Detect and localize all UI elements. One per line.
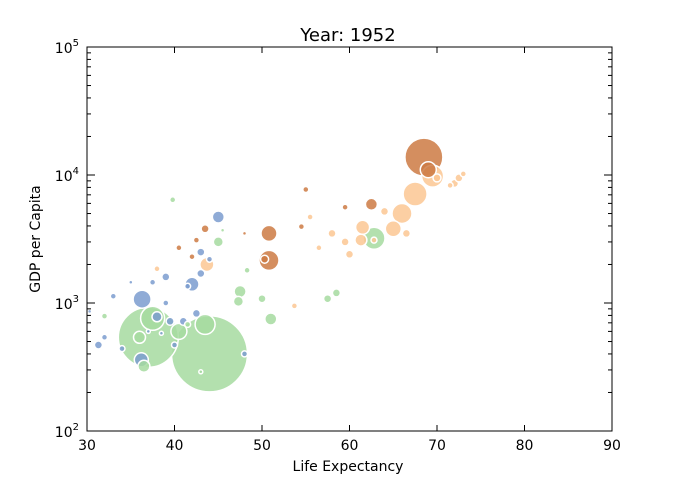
x-axis: 30 40 50 60 70 80 90 [78, 47, 621, 454]
bubble-s3-p9 [432, 173, 442, 183]
bubble-s0-p3 [211, 210, 226, 224]
bubble-s2-p3 [419, 160, 438, 179]
bubble-s3-p15 [290, 302, 299, 310]
bubble-s0-p7 [118, 344, 126, 353]
bubble-s0-p24 [158, 330, 165, 337]
bubble-s0-p16 [170, 341, 179, 349]
bubble-s2-p7 [200, 224, 210, 234]
bubble-s0-p17 [183, 282, 192, 291]
bubble-s0-p22 [86, 308, 93, 315]
bubble-s0-p23 [145, 328, 152, 335]
bubble-s0-p4 [93, 340, 104, 350]
bubble-s2-p5 [302, 185, 310, 194]
bubble-s3-p13 [340, 237, 350, 247]
x-tick-label-3: 60 [341, 438, 359, 454]
bubble-s1-p14 [322, 293, 333, 304]
bubble-s1-p11 [232, 295, 245, 308]
bubble-s1-p12 [257, 293, 267, 304]
y-axis-label: GDP per Capita [28, 185, 44, 292]
bubble-s2-p12 [241, 230, 248, 237]
x-tick-label-4: 70 [428, 438, 446, 454]
bubble-s3-p4 [354, 219, 371, 236]
bubble-s1-p15 [243, 266, 251, 275]
bubble-s0-p5 [109, 292, 118, 300]
y-axis: 102 103 104 105 [55, 38, 612, 441]
bubble-s1-p3 [194, 313, 216, 336]
bubble-s3-p18 [459, 170, 468, 178]
bubble-s2-p10 [188, 252, 196, 261]
bubble-s2-p11 [297, 222, 306, 231]
bubble-s1-p18 [100, 312, 109, 320]
bubble-s1-p5 [137, 359, 151, 374]
x-tick-label-1: 40 [166, 438, 184, 454]
bubble-s0-p15 [148, 278, 157, 287]
y-tick-label-0: 102 [55, 422, 79, 441]
x-tick-label-0: 30 [78, 438, 96, 454]
bubble-s1-p6 [132, 330, 147, 345]
bubble-s0-p21 [128, 279, 134, 286]
bubble-s1-p17 [183, 320, 192, 329]
bubble-s3-p21 [153, 265, 161, 273]
bubble-s3-p14 [327, 228, 337, 239]
chart-title: Year: 1952 [299, 25, 395, 46]
bubble-s1-p9 [264, 312, 278, 326]
bubble-s3-p2 [391, 202, 413, 225]
plot-frame [86, 46, 613, 432]
bubble-s0-p20 [240, 350, 249, 358]
bubble-s2-p6 [341, 203, 349, 211]
bubble-s3-p5 [354, 233, 368, 247]
x-tick-label-2: 50 [253, 438, 271, 454]
bubble-s0-p18 [205, 255, 214, 263]
bubble-s0-p19 [162, 299, 170, 307]
x-tick-label-6: 90 [603, 438, 621, 454]
y-tick-label-1: 103 [55, 294, 79, 313]
bubble-s2-p4 [364, 197, 379, 212]
bubble-s2-p2 [260, 224, 278, 243]
bubble-s2-p9 [175, 244, 183, 252]
bubble-s3-p19 [446, 181, 454, 190]
bubble-s1-p20 [198, 369, 204, 375]
bubble-s1-p19 [219, 227, 226, 234]
bubble-s2-p8 [192, 236, 201, 244]
bubble-s3-p10 [379, 206, 390, 217]
bubble-s0-p6 [100, 333, 109, 342]
bubble-s1-p4 [170, 322, 188, 341]
bubble-s0-p0 [132, 289, 152, 309]
bubble-s0-p9 [165, 316, 175, 327]
x-tick-label-5: 80 [516, 438, 534, 454]
y-tick-label-2: 104 [55, 166, 79, 185]
bubble-s0-p13 [196, 247, 206, 257]
bubble-s3-p20 [306, 213, 314, 221]
bubble-s2-p13 [259, 254, 270, 264]
bubble-s1-p8 [233, 284, 247, 299]
bubble-s3-p12 [344, 249, 355, 260]
bubble-s1-p13 [331, 288, 342, 298]
bubble-s3-p17 [370, 236, 378, 244]
bubble-s0-p14 [161, 272, 171, 282]
bubble-layer [86, 137, 468, 393]
x-axis-label: Life Expectancy [293, 459, 404, 475]
bubble-s1-p10 [212, 236, 225, 248]
bubble-s3-p16 [315, 244, 323, 252]
bubble-s0-p8 [151, 311, 163, 323]
bubble-s0-p11 [191, 308, 202, 319]
bubble-s3-p3 [384, 220, 403, 238]
bubble-s0-p12 [196, 268, 206, 279]
bubble-s3-p0 [402, 181, 428, 207]
bubble-s3-p11 [401, 228, 412, 239]
y-tick-label-3: 105 [55, 38, 79, 57]
bubble-s1-p16 [168, 196, 177, 204]
